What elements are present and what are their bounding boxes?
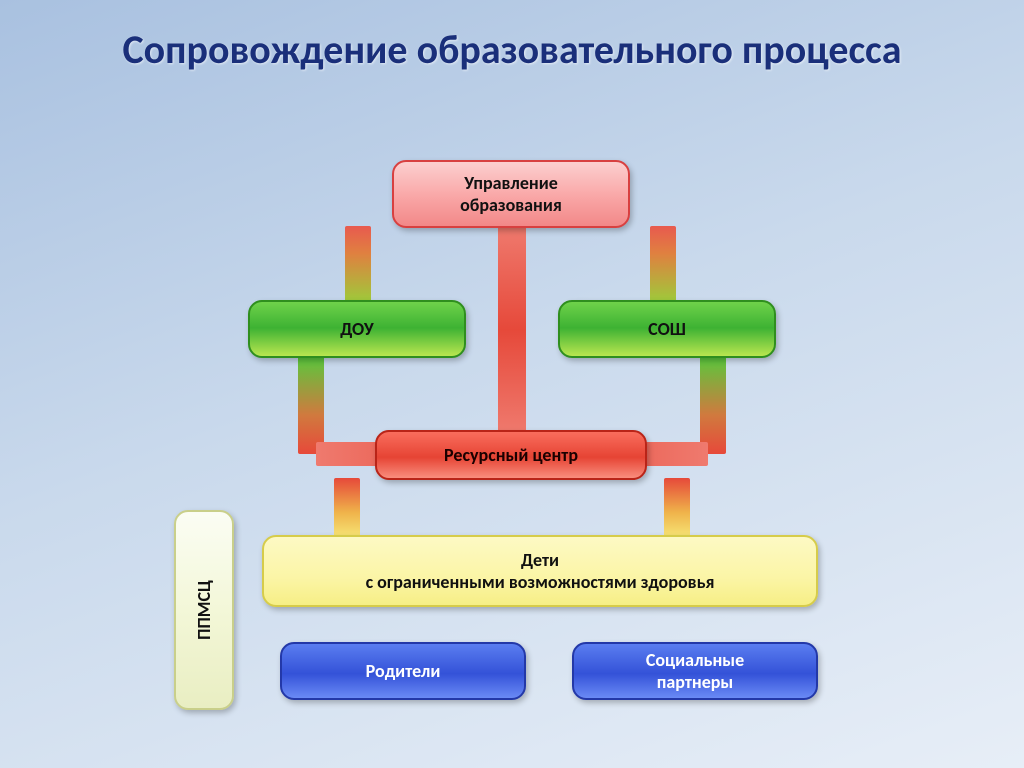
node-children: Детис ограниченными возможностями здоров… — [262, 535, 818, 607]
connector — [298, 356, 324, 454]
node-label: Социальныепартнеры — [646, 649, 744, 693]
node-parents: Родители — [280, 642, 526, 700]
node-label: ДОУ — [340, 318, 373, 340]
slide: Сопровождение образовательного процесса … — [0, 0, 1024, 768]
node-dou: ДОУ — [248, 300, 466, 358]
node-label: Ресурсный центр — [444, 444, 578, 466]
connector — [498, 226, 526, 434]
node-label: Управлениеобразования — [460, 172, 562, 216]
connector — [664, 478, 690, 540]
connector — [334, 478, 360, 540]
connector — [700, 356, 726, 454]
connector — [345, 226, 371, 304]
node-label: ППМСЦ — [193, 580, 215, 640]
node-resource-center: Ресурсный центр — [375, 430, 647, 480]
connector — [650, 226, 676, 304]
node-management: Управлениеобразования — [392, 160, 630, 228]
slide-title: Сопровождение образовательного процесса — [0, 26, 1024, 73]
node-sosh: СОШ — [558, 300, 776, 358]
node-label: Родители — [366, 660, 441, 682]
node-label: СОШ — [648, 318, 686, 340]
node-ppmsc: ППМСЦ — [174, 510, 234, 710]
node-label: Детис ограниченными возможностями здоров… — [366, 549, 715, 594]
node-social-partners: Социальныепартнеры — [572, 642, 818, 700]
